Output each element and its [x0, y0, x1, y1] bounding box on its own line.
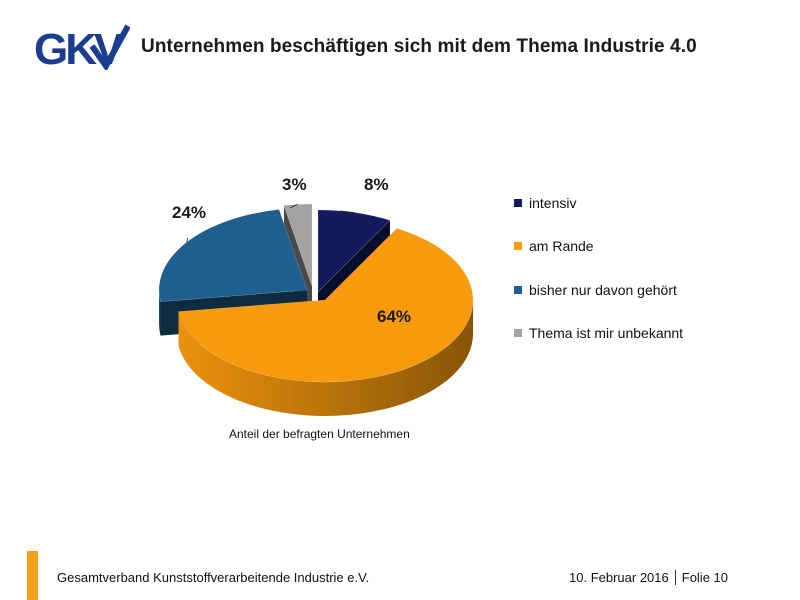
leader-line [289, 204, 298, 209]
gkv-logo: GKV [34, 24, 130, 70]
pie-slice-rim [159, 290, 161, 336]
footer-accent-bar [27, 551, 38, 600]
footer-organization: Gesamtverband Kunststoffverarbeitende In… [57, 570, 370, 585]
legend-label: am Rande [529, 238, 594, 254]
pie-tops [158, 203, 474, 383]
legend-label: bisher nur davon gehört [529, 282, 677, 298]
data-label: 8% [364, 175, 389, 194]
legend-label: Thema ist mir unbekannt [529, 325, 684, 341]
pie-slice-thema-ist-mir-unbekannt [283, 203, 313, 287]
pie-slice-intensiv [317, 209, 391, 293]
logo-check-mark [89, 24, 130, 70]
pie-slice-bisher-nur-davon-geh-rt [158, 209, 308, 302]
chart-caption: Anteil der befragten Unternehmen [229, 427, 410, 441]
legend-swatch [514, 199, 522, 207]
pie-slice-rim [178, 300, 474, 417]
legend-swatch [514, 242, 522, 250]
legend-swatch [514, 329, 522, 337]
data-label: 3% [282, 175, 307, 194]
legend-label: intensiv [529, 195, 577, 211]
footer-slide-number: Folie 10 [681, 570, 728, 585]
data-label: 24% [172, 203, 206, 222]
footer-separator [674, 570, 676, 585]
footer-meta: 10. Februar 2016 Folie 10 [569, 570, 728, 585]
data-label: 64% [377, 307, 411, 326]
footer-date: 10. Februar 2016 [569, 570, 669, 585]
page-title: Unternehmen beschäftigen sich mit dem Th… [141, 36, 697, 57]
leader-line [186, 237, 189, 243]
pie-slice-am-rande [178, 228, 474, 383]
legend-swatch [514, 286, 522, 294]
leader-line [339, 210, 355, 214]
logo-text: GKV [34, 25, 124, 70]
